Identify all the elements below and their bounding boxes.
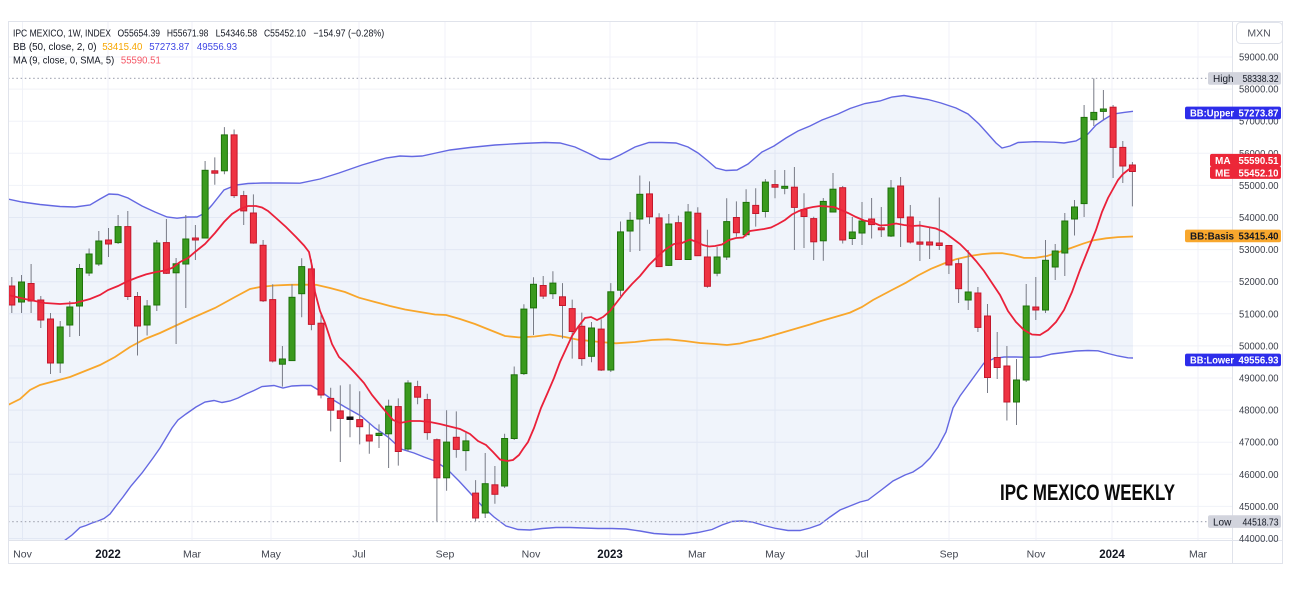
svg-text:High: High xyxy=(1213,74,1234,85)
svg-text:53415.40: 53415.40 xyxy=(1239,232,1279,243)
svg-text:55452.10: 55452.10 xyxy=(1239,168,1279,179)
svg-text:MXN: MXN xyxy=(1247,28,1270,40)
svg-text:Jul: Jul xyxy=(352,549,365,561)
svg-text:Nov: Nov xyxy=(522,549,541,561)
svg-text:44518.73: 44518.73 xyxy=(1243,517,1279,528)
svg-text:BB (50, close, 2, 0): BB (50, close, 2, 0) xyxy=(13,42,97,53)
svg-text:H55671.98: H55671.98 xyxy=(167,29,209,40)
svg-text:58000.00: 58000.00 xyxy=(1239,85,1279,96)
svg-text:44000.00: 44000.00 xyxy=(1239,534,1279,545)
svg-text:O55654.39: O55654.39 xyxy=(118,29,161,40)
svg-text:Sep: Sep xyxy=(436,549,455,561)
svg-text:IPC MEXICO WEEKLY: IPC MEXICO WEEKLY xyxy=(1000,480,1175,505)
svg-text:MA (9, close, 0, SMA, 5): MA (9, close, 0, SMA, 5) xyxy=(13,55,114,66)
svg-text:Low: Low xyxy=(1213,517,1232,528)
svg-text:46000.00: 46000.00 xyxy=(1239,470,1279,481)
svg-text:57000.00: 57000.00 xyxy=(1239,117,1279,128)
svg-text:55590.51: 55590.51 xyxy=(121,55,161,66)
svg-text:−154.97 (−0.28%): −154.97 (−0.28%) xyxy=(313,29,384,40)
svg-text:Mar: Mar xyxy=(688,549,707,561)
svg-text:53000.00: 53000.00 xyxy=(1239,245,1279,256)
svg-text:Mar: Mar xyxy=(1189,549,1208,561)
svg-text:48000.00: 48000.00 xyxy=(1239,406,1279,417)
svg-text:ME: ME xyxy=(1215,168,1230,179)
svg-text:49000.00: 49000.00 xyxy=(1239,374,1279,385)
svg-text:58338.32: 58338.32 xyxy=(1243,74,1279,85)
svg-text:MA: MA xyxy=(1215,156,1231,167)
svg-text:Mar: Mar xyxy=(183,549,202,561)
svg-text:49556.93: 49556.93 xyxy=(1239,356,1279,367)
svg-text:2023: 2023 xyxy=(597,549,623,561)
svg-text:Sep: Sep xyxy=(940,549,959,561)
svg-text:BB:Upper: BB:Upper xyxy=(1190,109,1234,120)
svg-text:BB:Basis: BB:Basis xyxy=(1190,232,1234,243)
svg-text:2024: 2024 xyxy=(1099,549,1125,561)
svg-text:IPC MEXICO, 1W, INDEX: IPC MEXICO, 1W, INDEX xyxy=(13,29,111,40)
svg-text:May: May xyxy=(261,549,282,561)
svg-text:57273.87: 57273.87 xyxy=(1239,109,1279,120)
svg-text:50000.00: 50000.00 xyxy=(1239,341,1279,352)
svg-text:52000.00: 52000.00 xyxy=(1239,277,1279,288)
svg-text:59000.00: 59000.00 xyxy=(1239,53,1279,64)
svg-text:53415.40: 53415.40 xyxy=(102,42,143,53)
svg-text:57273.87: 57273.87 xyxy=(149,42,190,53)
svg-text:49556.93: 49556.93 xyxy=(197,42,238,53)
svg-text:45000.00: 45000.00 xyxy=(1239,502,1279,513)
svg-text:55000.00: 55000.00 xyxy=(1239,181,1279,192)
svg-text:BB:Lower: BB:Lower xyxy=(1190,356,1234,367)
svg-text:55590.51: 55590.51 xyxy=(1239,156,1279,167)
svg-text:Nov: Nov xyxy=(1027,549,1046,561)
svg-text:Jul: Jul xyxy=(855,549,868,561)
svg-text:51000.00: 51000.00 xyxy=(1239,309,1279,320)
svg-text:Nov: Nov xyxy=(13,549,32,561)
svg-text:L54346.58: L54346.58 xyxy=(216,29,258,40)
svg-text:2022: 2022 xyxy=(95,549,121,561)
svg-text:54000.00: 54000.00 xyxy=(1239,213,1279,224)
svg-text:47000.00: 47000.00 xyxy=(1239,438,1279,449)
svg-text:C55452.10: C55452.10 xyxy=(264,29,306,40)
svg-text:May: May xyxy=(765,549,786,561)
